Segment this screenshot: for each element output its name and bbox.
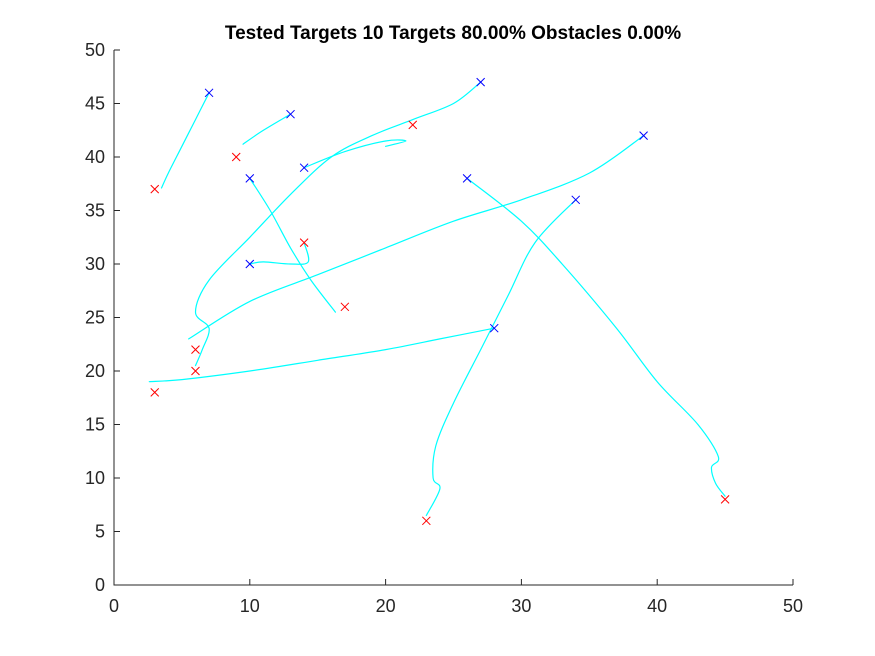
start-marker — [489, 323, 499, 333]
x-tick-label: 20 — [376, 596, 396, 616]
start-marker — [639, 131, 648, 140]
target-marker — [191, 366, 200, 376]
trajectory-path — [466, 177, 726, 497]
trajectory-path — [148, 327, 495, 383]
y-tick-label: 25 — [85, 308, 105, 328]
target-marker — [299, 238, 309, 247]
axes: 0 10 20 30 40 50 0 5 10 15 20 25 30 35 40 45 50 — [85, 40, 803, 616]
x-tick-label: 30 — [511, 596, 531, 616]
x-tick-label: 40 — [647, 596, 667, 616]
trajectory-path — [160, 92, 210, 189]
trajectory-path — [425, 199, 577, 517]
target-marker — [421, 516, 431, 526]
target-marker — [150, 184, 160, 194]
axis-lines — [113, 50, 793, 586]
trajectory-path — [303, 139, 407, 169]
target-marker — [191, 345, 200, 354]
x-tick-label: 0 — [109, 596, 119, 616]
start-marker — [245, 259, 255, 269]
y-tick-label: 10 — [85, 468, 105, 488]
start-marker — [245, 174, 255, 183]
target-marker — [340, 302, 350, 312]
y-tick-label: 15 — [85, 415, 105, 435]
trajectory-path — [188, 135, 645, 340]
y-tick-label: 35 — [85, 201, 105, 221]
trajectory-path — [249, 242, 310, 265]
y-tick-label: 20 — [85, 361, 105, 381]
target-marker — [408, 120, 418, 130]
y-tick-label: 5 — [95, 522, 105, 542]
x-tick-label: 50 — [783, 596, 803, 616]
y-tick-label: 50 — [85, 40, 105, 60]
start-marker — [286, 109, 295, 119]
chart-title: Tested Targets 10 Targets 80.00% Obstacl… — [225, 23, 681, 44]
trajectory-path — [249, 177, 336, 313]
y-tick-label: 45 — [85, 94, 105, 114]
start-marker — [204, 88, 214, 98]
trajectory-path — [194, 81, 482, 367]
target-marker — [720, 495, 730, 504]
trajectory-paths — [148, 81, 726, 517]
target-marker — [150, 388, 160, 397]
trajectory-path — [242, 113, 292, 145]
start-marker — [462, 174, 472, 183]
y-tick-label: 40 — [85, 147, 105, 167]
x-tick-label: 10 — [240, 596, 260, 616]
start-marker — [571, 195, 581, 205]
target-marker — [231, 152, 241, 162]
y-tick-label: 30 — [85, 254, 105, 274]
markers — [150, 77, 730, 526]
start-marker — [299, 163, 309, 173]
start-marker — [476, 77, 486, 87]
y-tick-label: 0 — [95, 575, 105, 595]
